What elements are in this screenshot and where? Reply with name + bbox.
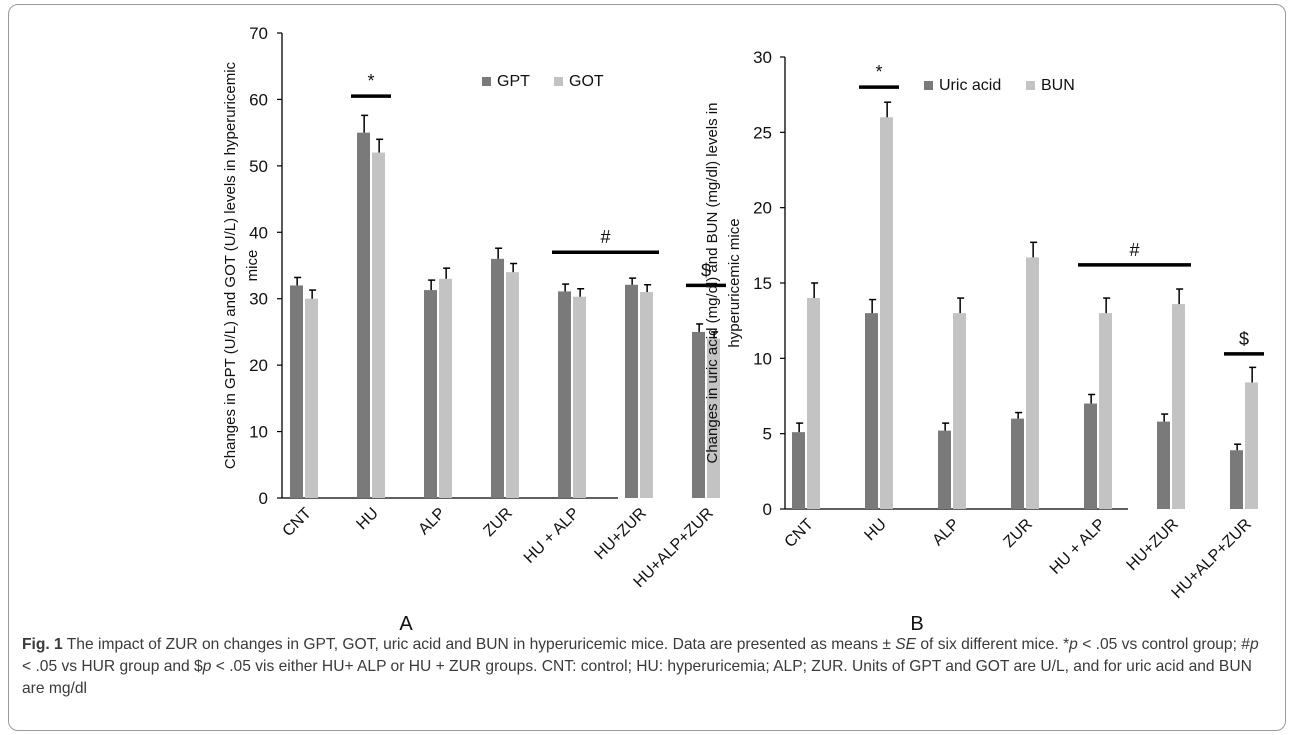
significance-mark: # [600, 227, 610, 247]
bar-got [640, 292, 653, 498]
legend-label: GPT [497, 73, 530, 90]
bar-bun [807, 298, 820, 509]
category-label: ZUR [1001, 516, 1036, 551]
y-axis-title: mice [244, 250, 261, 282]
y-tick-label: 5 [763, 425, 772, 444]
bar-got [707, 338, 720, 498]
category-label: HU+ZUR [1124, 516, 1182, 574]
bar-got [573, 296, 586, 498]
significance-mark: * [367, 71, 374, 91]
legend-label: Uric acid [939, 77, 1001, 94]
category-label: CNT [782, 516, 817, 551]
bar-uric-acid [1084, 403, 1097, 509]
category-label: HU+ZUR [592, 505, 650, 563]
figure-caption: Fig. 1 The impact of ZUR on changes in G… [22, 634, 1262, 700]
y-tick-label: 70 [249, 24, 268, 43]
caption-text: The impact of ZUR on changes in GPT, GOT… [62, 636, 896, 653]
y-tick-label: 30 [753, 48, 772, 67]
significance-mark: $ [701, 260, 711, 280]
panel-label: B [910, 613, 923, 635]
y-tick-label: 30 [249, 290, 268, 309]
caption-text: < .05 vs control group; # [1077, 636, 1250, 653]
bar-bun [1099, 313, 1112, 509]
y-tick-label: 20 [249, 356, 268, 375]
legend-swatch [482, 77, 491, 86]
category-label: HU + ALP [521, 505, 583, 567]
bar-gpt [692, 331, 705, 498]
bar-uric-acid [1230, 450, 1243, 509]
bar-got [439, 278, 452, 498]
y-tick-label: 10 [249, 423, 268, 442]
chart-panel-a: 0 10 20 30 40 50 60 70 Changes in GPT (U/L) and … [222, 24, 726, 635]
category-label: CNT [280, 505, 315, 540]
caption-label: Fig. 1 [22, 636, 63, 653]
caption-text: < .05 vs HUR group and $ [22, 658, 203, 675]
category-label: HU+ALP+ZUR [1169, 516, 1255, 602]
category-label: ALP [929, 516, 962, 549]
legend-swatch [554, 77, 563, 86]
bar-gpt [357, 132, 370, 498]
chart-panel-b: 0 5 10 15 20 25 30 Changes in uric acid (mg/dl)… [704, 48, 1264, 635]
caption-p: p [1069, 636, 1078, 653]
bar-gpt [558, 291, 571, 498]
bar-bun [953, 313, 966, 509]
legend-swatch [1026, 81, 1035, 90]
caption-p: p [202, 658, 212, 675]
y-tick-label: 15 [753, 274, 772, 293]
bar-got [372, 152, 385, 499]
bar-gpt [290, 285, 303, 498]
y-tick-label: 50 [249, 157, 268, 176]
significance-mark: # [1129, 240, 1139, 260]
y-tick-label: 60 [249, 90, 268, 109]
bar-gpt [491, 258, 504, 498]
bar-uric-acid [1157, 421, 1170, 509]
y-tick-label: 25 [753, 123, 772, 142]
legend-label: GOT [569, 73, 604, 90]
bar-uric-acid [865, 313, 878, 509]
category-label: ALP [415, 505, 448, 538]
bar-uric-acid [792, 432, 805, 509]
significance-mark: $ [1239, 329, 1249, 349]
legend-label: BUN [1041, 77, 1075, 94]
y-tick-label: 20 [753, 199, 772, 218]
y-axis-title: Changes in uric acid (mg/dl) and BUN (mg… [704, 103, 721, 464]
y-tick-label: 40 [249, 223, 268, 242]
panel-label: A [399, 613, 413, 635]
caption-p: p [1249, 636, 1259, 653]
category-label: HU [353, 505, 381, 533]
y-tick-label: 0 [763, 500, 772, 519]
y-axis-title: Changes in GPT (U/L) and GOT (U/L) level… [222, 61, 239, 469]
bar-got [305, 298, 318, 498]
category-label: ZUR [481, 505, 516, 540]
caption-text: < .05 vis either HU+ ALP or HU + ZUR gro… [22, 658, 1252, 697]
caption-text: of six different mice. * [916, 636, 1070, 653]
category-label: HU [861, 516, 889, 544]
bar-bun [1172, 304, 1185, 509]
bar-bun [1245, 382, 1258, 509]
bar-gpt [424, 290, 437, 498]
bar-bun [880, 117, 893, 510]
caption-se: SE [895, 636, 917, 653]
legend-swatch [924, 81, 933, 90]
bar-uric-acid [1011, 418, 1024, 509]
bar-bun [1026, 257, 1039, 509]
category-label: HU + ALP [1047, 516, 1109, 578]
y-tick-label: 0 [259, 489, 268, 508]
bar-gpt [625, 284, 638, 498]
y-tick-label: 10 [753, 349, 772, 368]
y-axis-title: hyperuricemic mice [726, 218, 743, 347]
bar-got [506, 272, 519, 498]
significance-mark: * [875, 62, 882, 82]
figure-frame [8, 4, 1286, 731]
bar-uric-acid [938, 430, 951, 509]
